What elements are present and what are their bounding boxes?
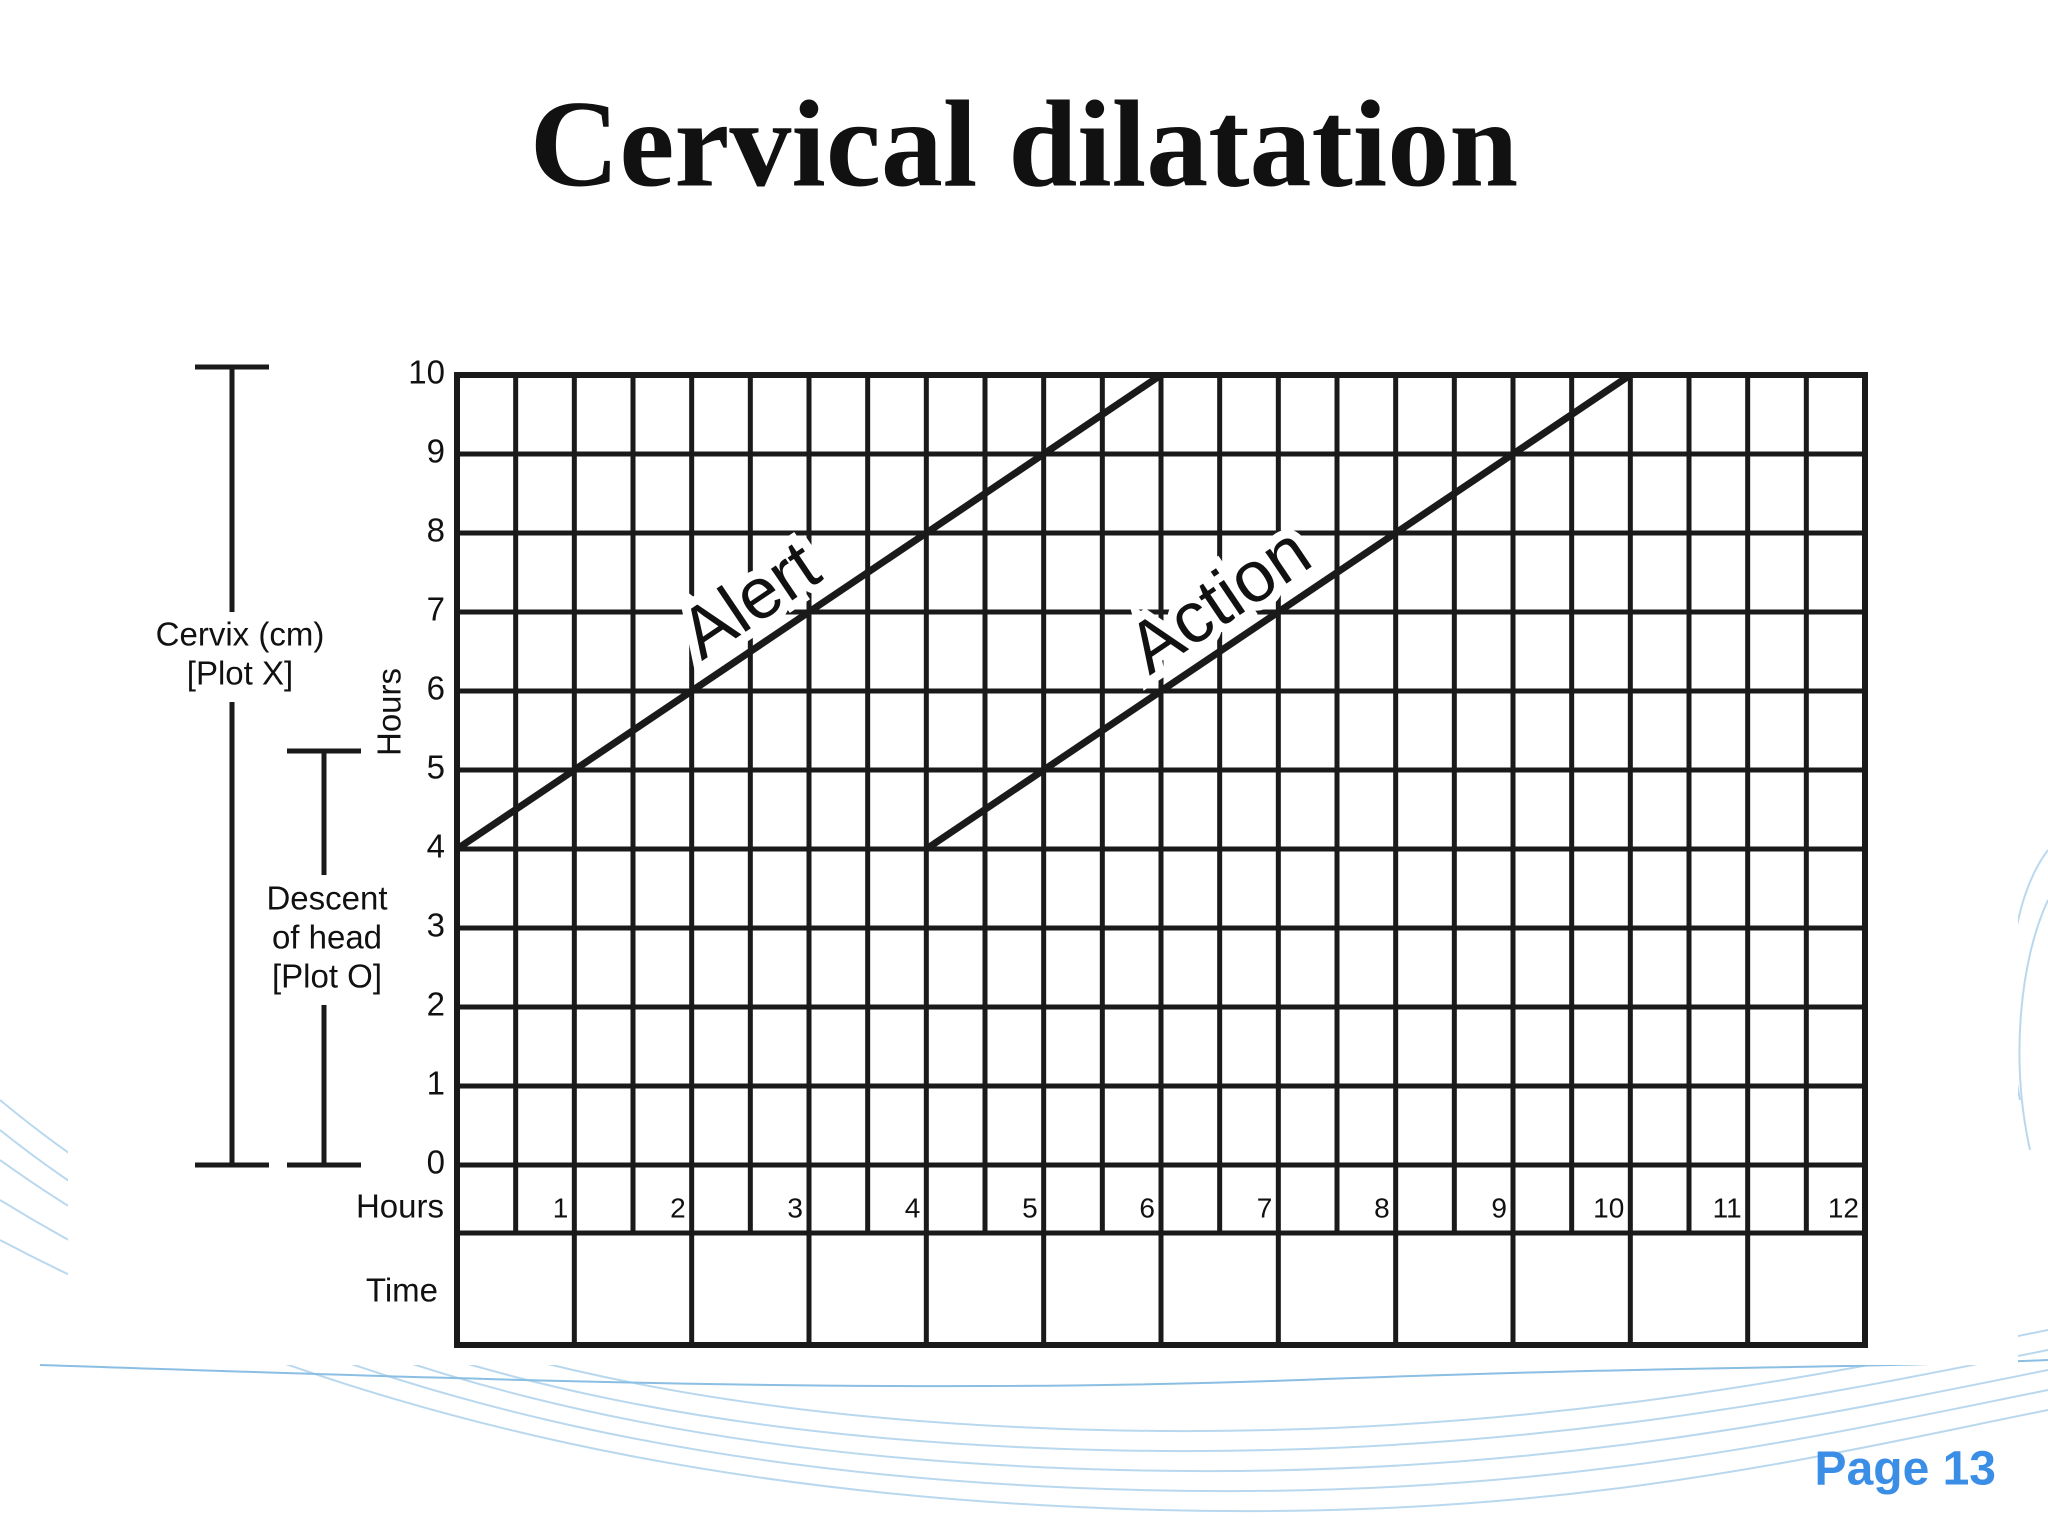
y-tick-label: 6 (427, 670, 445, 707)
x-tick-label: 6 (1139, 1192, 1155, 1223)
y-tick-label: 0 (427, 1144, 445, 1181)
y-tick-label: 7 (427, 591, 445, 628)
label-gap (250, 875, 400, 1005)
y-tick-label: 10 (408, 354, 445, 391)
x-tick-label: 11 (1713, 1192, 1742, 1223)
series-line (924, 372, 1633, 852)
x-tick-label: 2 (670, 1192, 686, 1223)
y-tick-label: 5 (427, 749, 445, 786)
series-line (455, 372, 1163, 852)
x-tick-label: 1 (553, 1192, 569, 1223)
y-tick-label: 4 (427, 828, 445, 865)
page-number: Page 13 (1815, 1443, 1996, 1496)
x-tick-label: 10 (1593, 1192, 1624, 1223)
x-tick-label: 3 (787, 1192, 803, 1223)
y-tick-label: 3 (427, 907, 445, 944)
y-tick-label: 2 (427, 986, 445, 1023)
y-tick-label: 1 (427, 1065, 445, 1102)
x-tick-label: 12 (1828, 1192, 1859, 1223)
y-axis-label: Hours (371, 668, 408, 756)
x-tick-label: 4 (905, 1192, 921, 1223)
descent-label: Descent (266, 880, 387, 917)
cervix-label: [Plot X] (187, 655, 293, 692)
time-label: Time (366, 1272, 438, 1309)
x-tick-label: 7 (1257, 1192, 1273, 1223)
descent-label: [Plot O] (272, 958, 382, 995)
slide-title: Cervical dilatation (530, 75, 1518, 212)
y-tick-label: 8 (427, 512, 445, 549)
x-tick-label: 5 (1022, 1192, 1038, 1223)
descent-label: of head (272, 919, 382, 956)
x-axis-label: Hours (356, 1188, 444, 1225)
x-tick-label: 8 (1374, 1192, 1390, 1223)
label-gap (140, 612, 340, 702)
y-tick-label: 9 (427, 433, 445, 470)
x-tick-label: 9 (1491, 1192, 1507, 1223)
plot-frame (454, 372, 1868, 1348)
cervix-label: Cervix (cm) (156, 616, 325, 653)
